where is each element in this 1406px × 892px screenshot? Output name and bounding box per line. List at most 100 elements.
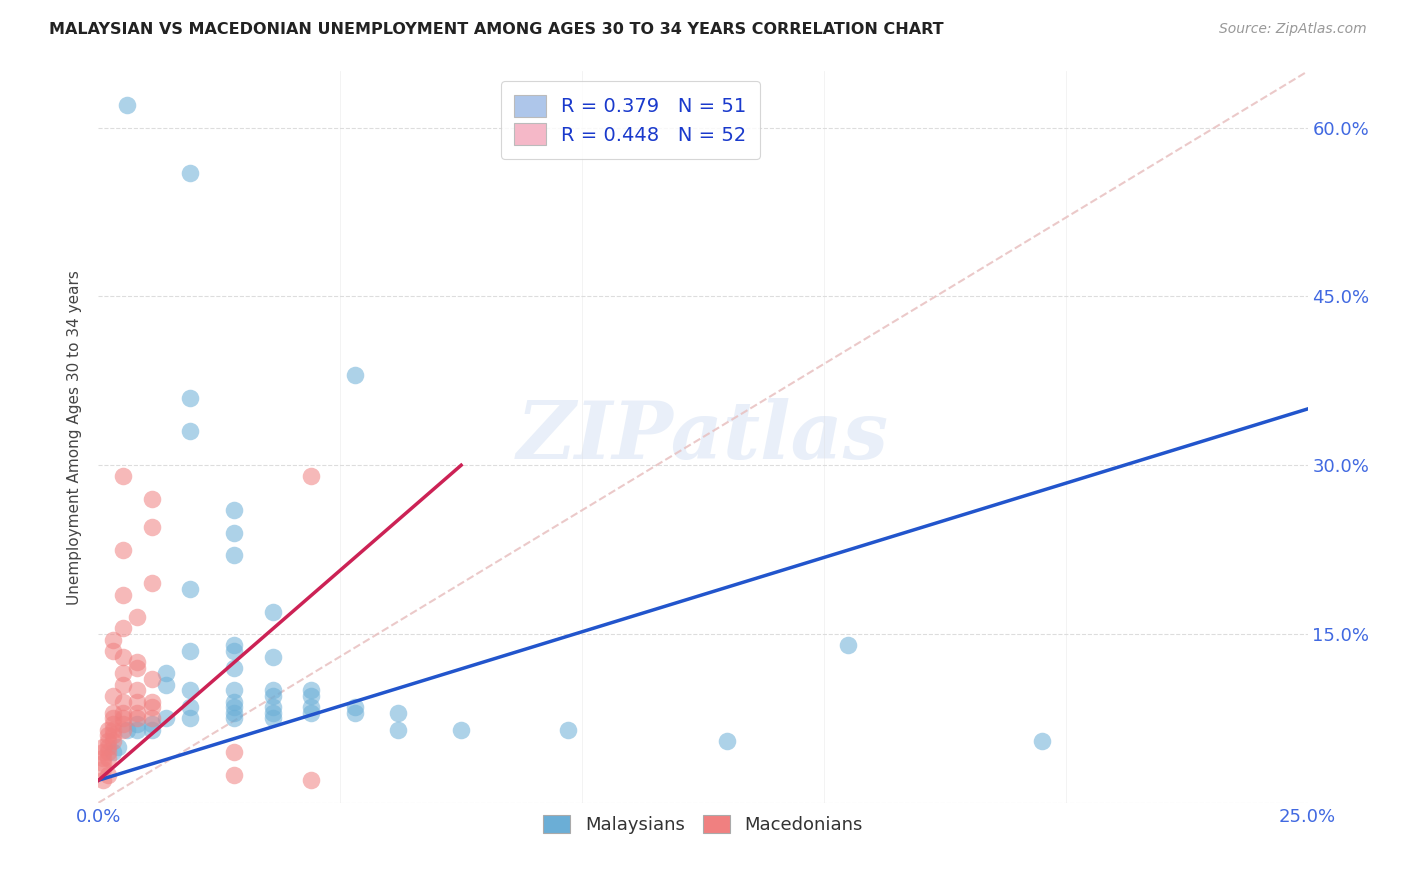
Point [111,469,134,483]
Point [127,717,149,731]
Point [111,706,134,720]
Point [101,728,124,742]
Legend: Malaysians, Macedonians: Malaysians, Macedonians [529,800,877,848]
Point [111,678,134,692]
Point [222,644,245,658]
Point [179,700,201,714]
Point [97,734,120,748]
Point [107,739,129,754]
Point [262,700,284,714]
Point [101,689,124,703]
Point [91,762,114,776]
Point [179,582,201,596]
Point [179,425,201,439]
Point [91,756,114,771]
Point [222,706,245,720]
Point [155,666,177,681]
Point [222,548,245,562]
Point [222,683,245,698]
Point [141,723,163,737]
Point [127,711,149,725]
Point [101,745,124,759]
Point [387,706,409,720]
Point [141,694,163,708]
Point [111,649,134,664]
Point [101,644,124,658]
Point [179,644,201,658]
Point [127,706,149,720]
Point [101,717,124,731]
Point [343,700,366,714]
Point [97,767,120,781]
Point [222,503,245,517]
Point [111,588,134,602]
Point [101,734,124,748]
Point [127,683,149,698]
Point [262,711,284,725]
Point [299,700,322,714]
Point [222,700,245,714]
Point [716,734,738,748]
Point [111,694,134,708]
Point [117,723,139,737]
Point [101,711,124,725]
Point [155,711,177,725]
Point [837,638,859,652]
Point [222,661,245,675]
Point [97,751,120,765]
Point [97,739,120,754]
Point [127,694,149,708]
Point [179,391,201,405]
Point [179,166,201,180]
Point [557,723,579,737]
Point [1031,734,1053,748]
Point [262,605,284,619]
Point [111,621,134,635]
Text: MALAYSIAN VS MACEDONIAN UNEMPLOYMENT AMONG AGES 30 TO 34 YEARS CORRELATION CHART: MALAYSIAN VS MACEDONIAN UNEMPLOYMENT AMO… [49,22,943,37]
Point [179,711,201,725]
Point [343,706,366,720]
Point [91,739,114,754]
Point [299,689,322,703]
Point [91,745,114,759]
Point [343,368,366,383]
Point [127,723,149,737]
Point [91,773,114,788]
Point [222,711,245,725]
Point [450,723,472,737]
Point [222,638,245,652]
Point [262,683,284,698]
Point [91,751,114,765]
Point [111,717,134,731]
Point [179,683,201,698]
Point [222,694,245,708]
Point [111,723,134,737]
Point [222,525,245,540]
Text: Source: ZipAtlas.com: Source: ZipAtlas.com [1219,22,1367,37]
Point [97,723,120,737]
Point [127,655,149,669]
Point [299,773,322,788]
Point [299,706,322,720]
Point [155,678,177,692]
Point [97,728,120,742]
Y-axis label: Unemployment Among Ages 30 to 34 years: Unemployment Among Ages 30 to 34 years [67,269,83,605]
Point [141,717,163,731]
Point [141,520,163,534]
Point [222,767,245,781]
Point [262,649,284,664]
Point [127,610,149,624]
Point [222,745,245,759]
Point [111,711,134,725]
Point [101,706,124,720]
Point [141,672,163,686]
Point [299,469,322,483]
Point [127,661,149,675]
Point [262,689,284,703]
Point [111,666,134,681]
Point [387,723,409,737]
Point [141,576,163,591]
Point [101,723,124,737]
Point [141,491,163,506]
Point [141,711,163,725]
